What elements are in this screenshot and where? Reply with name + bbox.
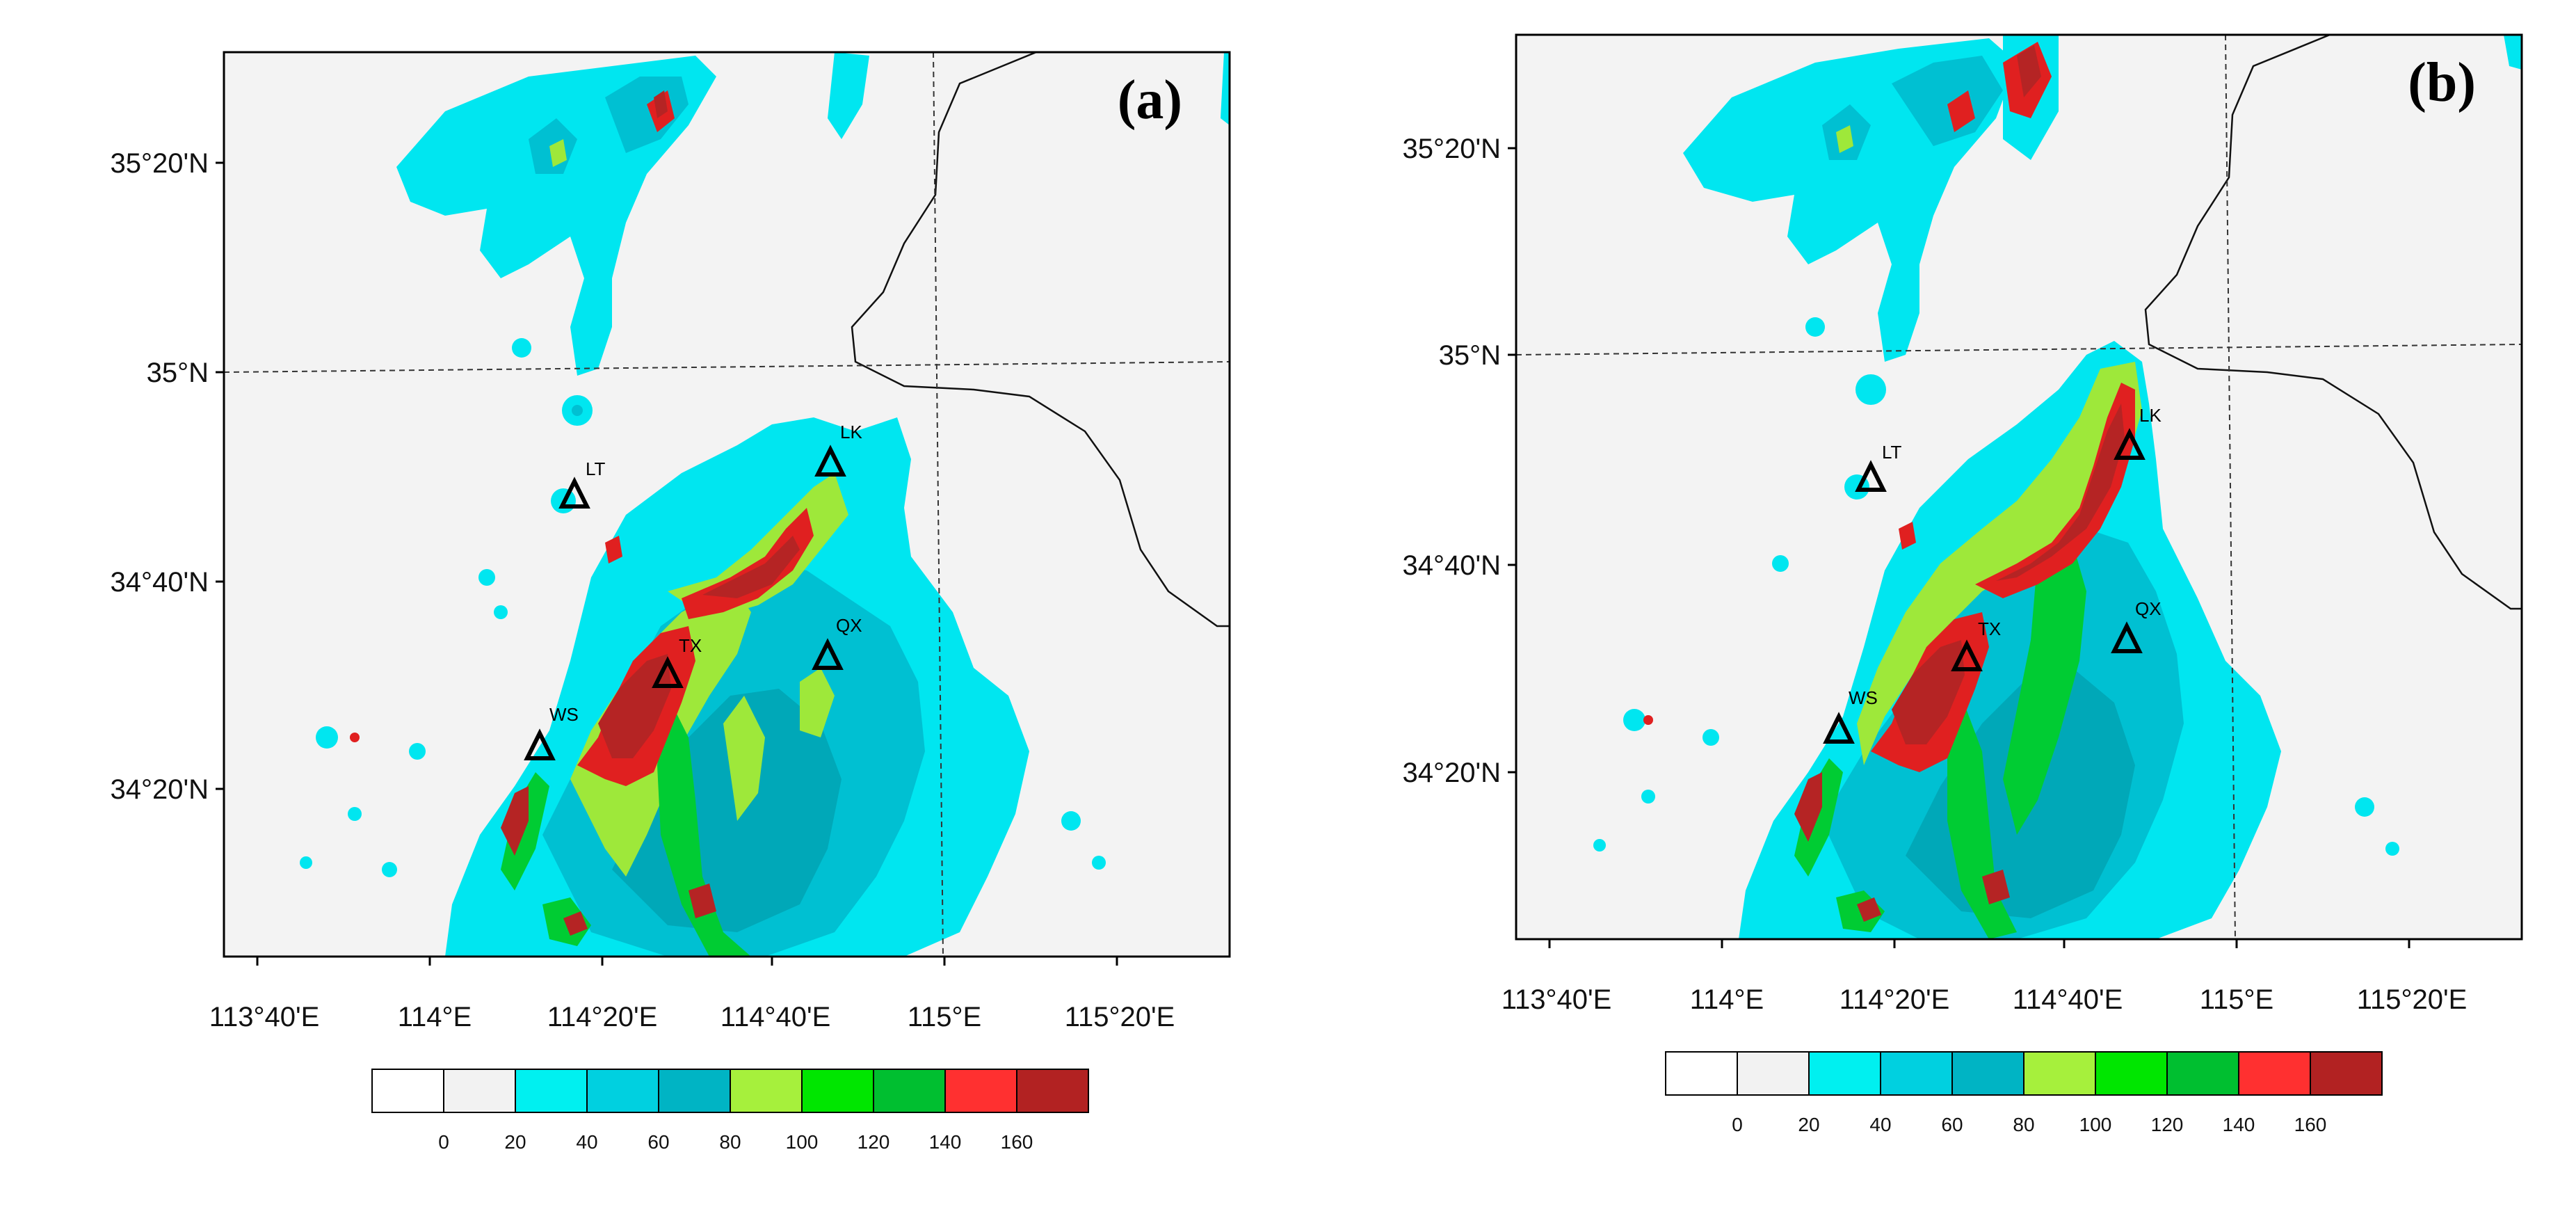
station-triangle-ws [524,728,556,760]
lon-tick-label: 115°E [2200,984,2273,1015]
station-markers [524,445,846,760]
colorbar-label: 160 [1001,1131,1033,1153]
lon-tick-label: 115°20'E [1065,1002,1175,1032]
panel-label: (b) [2408,52,2476,113]
colorbar-swatch [586,1069,659,1113]
colorbar-swatch [873,1069,946,1113]
colorbar-label: 120 [2151,1114,2184,1135]
station-label: WS [549,704,579,725]
colorbar-swatch [1880,1051,1953,1096]
axis-ticks [216,161,1118,966]
station-triangle-tx [1951,639,1983,671]
station-label: LK [840,422,862,442]
colorbar-swatch [1737,1051,1810,1096]
colorbar-swatch [730,1069,803,1113]
colorbar-label: 140 [929,1131,962,1153]
lat-tick-label: 34°20'N [110,774,209,805]
station-label: LT [586,458,606,479]
lat-tick-label: 34°40'N [1402,550,1501,581]
colorbar-label: 60 [647,1131,669,1153]
station-triangle-lk [814,445,846,477]
colorbar-swatch [2095,1051,2168,1096]
colorbar-label: 160 [2294,1114,2327,1135]
station-label: TX [1978,618,2001,639]
colorbar-a: 0 20 40 60 80 100 120 140 160 [371,1069,1089,1153]
map-frame [223,51,1231,958]
graticule-35N [1515,344,2522,355]
station-triangle-qx [812,638,844,670]
colorbar-label: 100 [786,1131,819,1153]
colorbar-swatch [944,1069,1017,1113]
colorbar-swatch [2310,1051,2383,1096]
station-label: QX [2135,598,2162,619]
colorbar-swatch [515,1069,588,1113]
station-label: LK [2139,405,2162,426]
colorbar-b: 0 20 40 60 80 100 120 140 160 [1665,1051,2383,1135]
station-triangle-lk [2114,428,2146,460]
graticule-115E [933,51,944,957]
lon-tick-label: 114°40'E [2013,984,2123,1015]
graticule-35N [223,361,1230,373]
colorbar-label: 40 [1869,1114,1891,1135]
lon-tick-label: 113°40'E [209,1002,320,1032]
colorbar-swatch [443,1069,516,1113]
colorbar-swatch [1665,1051,1738,1096]
station-label: TX [679,635,702,656]
lat-tick-label: 35°20'N [110,148,209,179]
lat-tick-label: 34°40'N [110,567,209,598]
reflectivity-field [300,52,1230,957]
lat-tick-label: 35°20'N [1402,134,1501,164]
colorbar-label: 60 [1941,1114,1963,1135]
colorbar-swatch [1016,1069,1089,1113]
lat-tick-label: 34°20'N [1402,758,1501,788]
station-triangle-qx [2111,621,2143,653]
colorbar-swatch [371,1069,444,1113]
lon-tick-label: 115°20'E [2357,984,2468,1015]
reflectivity-field [1593,35,2522,939]
lon-tick-label: 114°40'E [721,1002,831,1032]
map-frame [1515,33,2523,941]
axis-ticks [1508,147,2410,948]
graticule-115E [2225,34,2236,940]
province-boundary [851,52,1230,628]
lon-tick-label: 114°20'E [1840,984,1950,1015]
colorbar-label: 20 [1798,1114,1819,1135]
colorbar-label: 120 [858,1131,890,1153]
colorbar-swatch [1951,1051,2024,1096]
lon-tick-label: 115°E [908,1002,981,1032]
map-panel-a: 35°20'N 35°N 34°40'N 34°20'N 113°40'E 11… [110,51,1231,1032]
station-markers [1823,428,2146,744]
colorbar-swatch [2238,1051,2311,1096]
colorbar-swatch [1808,1051,1881,1096]
colorbar-label: 0 [438,1131,449,1153]
station-label: LT [1882,442,1902,463]
map-panel-b: 35°20'N 35°N 34°40'N 34°20'N 113°40'E 11… [1402,33,2523,1015]
colorbar-label: 100 [2079,1114,2112,1135]
lat-tick-label: 35°N [147,358,209,388]
lon-tick-label: 114°E [398,1002,472,1032]
colorbar-label: 80 [719,1131,741,1153]
lon-tick-label: 114°20'E [547,1002,658,1032]
lon-tick-label: 113°40'E [1502,984,1612,1015]
colorbar-label: 40 [576,1131,597,1153]
colorbar-swatch [801,1069,874,1113]
colorbar-swatch [2023,1051,2096,1096]
lon-tick-label: 114°E [1690,984,1764,1015]
station-label: WS [1849,687,1878,708]
colorbar-swatch [658,1069,731,1113]
station-triangle-lt [558,477,590,509]
panel-label: (a) [1118,70,1182,131]
colorbar-label: 80 [2013,1114,2034,1135]
station-label: QX [836,615,862,636]
colorbar-swatch [2166,1051,2239,1096]
station-triangle-tx [652,656,684,688]
colorbar-label: 20 [504,1131,526,1153]
station-triangle-lt [1855,460,1887,492]
colorbar-label: 140 [2223,1114,2255,1135]
station-triangle-ws [1823,712,1855,744]
lat-tick-label: 35°N [1439,340,1501,371]
province-boundary [2144,35,2522,610]
colorbar-label: 0 [1732,1114,1743,1135]
